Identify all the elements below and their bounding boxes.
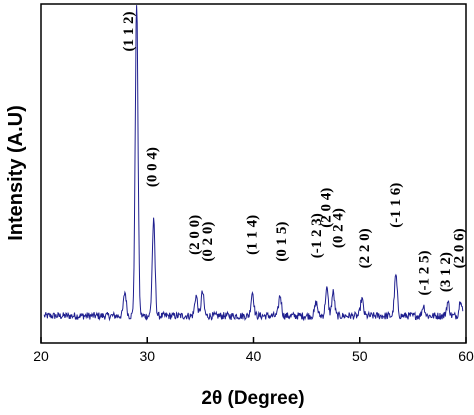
x-axis-tick-labels: 20 30 40 50 60 bbox=[33, 348, 474, 364]
plot-frame bbox=[40, 3, 467, 344]
series-line bbox=[43, 5, 464, 322]
x-axis-ticks bbox=[40, 337, 467, 343]
peak-label: (1 1 4) bbox=[244, 215, 260, 255]
peak-label: (-1 2 5) bbox=[417, 251, 433, 296]
peak-label: (0 2 0) bbox=[200, 222, 216, 262]
x-tick-label: 20 bbox=[33, 348, 49, 364]
y-axis-title: Intensity (A.U) bbox=[5, 105, 27, 241]
peak-label: (1 1 2) bbox=[121, 12, 137, 52]
x-axis-title: 2θ (Degree) bbox=[201, 388, 304, 409]
x-tick-label: 40 bbox=[246, 348, 262, 364]
peak-label: (-1 1 6) bbox=[388, 183, 404, 228]
peak-label: (0 2 4) bbox=[330, 208, 346, 248]
x-tick-label: 60 bbox=[458, 348, 474, 364]
x-tick-label: 50 bbox=[352, 348, 368, 364]
peak-label: (2 2 0) bbox=[357, 228, 373, 268]
peak-label: (3 1 2) bbox=[438, 252, 454, 292]
peak-label: (2 0 6) bbox=[452, 228, 468, 268]
peak-label: (-1 2 3) bbox=[309, 213, 325, 258]
peak-annotations: (1 1 2) (0 0 4) (2 0 0)(0 2 0) (1 1 4) (0 1 … bbox=[121, 12, 468, 296]
peak-label: (0 1 5) bbox=[274, 222, 290, 262]
peak-label: (2 0 0) bbox=[187, 215, 203, 255]
x-tick-label: 30 bbox=[139, 348, 155, 364]
peak-label: (2 0 4) bbox=[319, 188, 335, 228]
peak-label: (0 0 4) bbox=[145, 147, 161, 187]
